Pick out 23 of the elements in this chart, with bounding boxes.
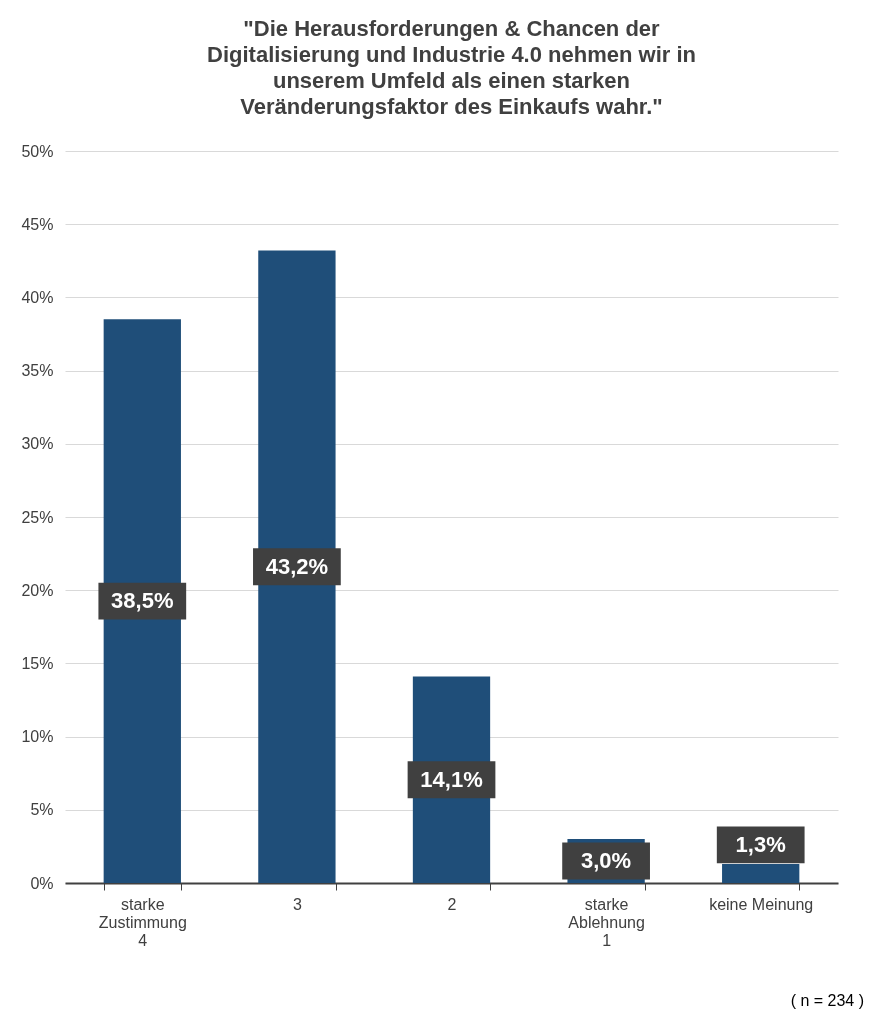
x-tick-label: keine Meinung bbox=[709, 895, 814, 913]
y-tick-label: 20% bbox=[21, 581, 54, 599]
y-tick-label: 15% bbox=[21, 654, 54, 672]
y-tick-label: 50% bbox=[21, 142, 54, 160]
y-tick-label: 30% bbox=[21, 435, 54, 453]
x-tick-label: starke Zustimmung 4 bbox=[98, 895, 187, 949]
data-label: 43,2% bbox=[265, 553, 329, 579]
data-label: 3,0% bbox=[581, 848, 632, 874]
data-label: 1,3% bbox=[735, 831, 786, 857]
y-tick-label: 25% bbox=[21, 508, 54, 526]
x-tick-label: 3 bbox=[292, 895, 302, 913]
y-tick-label: 45% bbox=[21, 215, 54, 233]
y-tick-label: 10% bbox=[21, 728, 54, 746]
data-label: 38,5% bbox=[111, 588, 174, 614]
y-tick-label: 40% bbox=[21, 288, 54, 306]
y-tick-label: 0% bbox=[30, 874, 54, 892]
text: ( n = 234 ) bbox=[790, 992, 864, 1010]
chart-title: "Die Herausforderungen & Chancen der Digitalisierung und Industrie 4.0 nehmen wir in unserem Umfeld als einen starken Veränderungsfaktor des Einkaufs wahr." bbox=[207, 16, 696, 119]
x-tick-label: starke Ablehnung 1 bbox=[568, 895, 645, 949]
data-label: 14,1% bbox=[420, 766, 483, 792]
y-tick-label: 35% bbox=[21, 362, 54, 380]
y-tick-label: 5% bbox=[30, 801, 54, 819]
x-tick-label: 2 bbox=[447, 895, 457, 913]
